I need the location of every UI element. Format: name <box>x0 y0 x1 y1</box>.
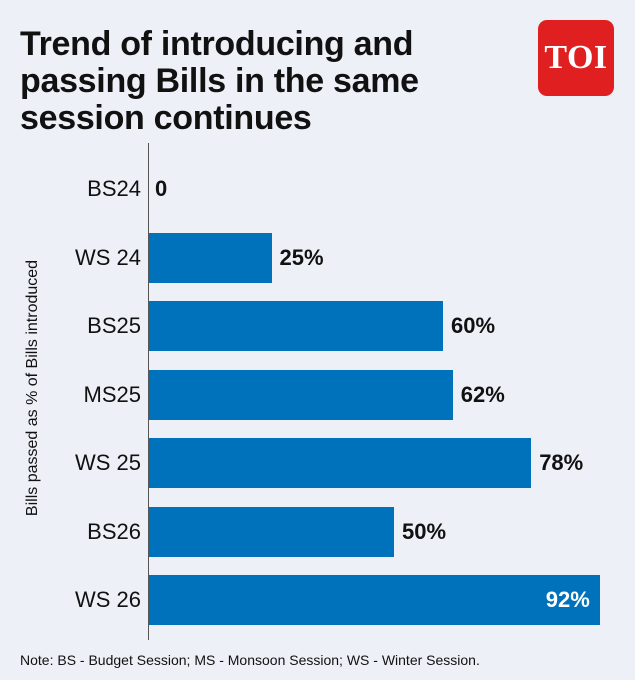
category-label: WS 26 <box>74 587 141 612</box>
category-label: BS25 <box>87 313 141 338</box>
category-label: WS 24 <box>74 244 141 270</box>
value-label: 60% <box>451 313 496 338</box>
value-label: 78% <box>539 450 584 475</box>
footnote: Note: BS - Budget Session; MS - Monsoon … <box>20 652 480 668</box>
bar <box>149 438 532 488</box>
category-label: BS26 <box>87 518 141 544</box>
value-label: 92% <box>545 587 590 612</box>
logo-text: TOI <box>544 39 608 76</box>
chart-title: Trend of introducing and passing Bills i… <box>20 25 419 137</box>
category-axis-line <box>148 143 149 640</box>
bar <box>149 575 600 625</box>
value-label: 50% <box>402 518 447 544</box>
bar <box>149 232 272 283</box>
value-label: 0 <box>155 176 168 201</box>
bar <box>149 301 443 351</box>
bar <box>149 506 394 557</box>
bar <box>149 369 453 420</box>
toi-logo: TOI <box>538 20 614 96</box>
category-label: WS 25 <box>74 450 141 475</box>
value-label: 62% <box>460 381 505 407</box>
value-label: 25% <box>279 244 324 270</box>
category-label: MS25 <box>83 381 141 407</box>
category-label: BS24 <box>87 176 141 201</box>
